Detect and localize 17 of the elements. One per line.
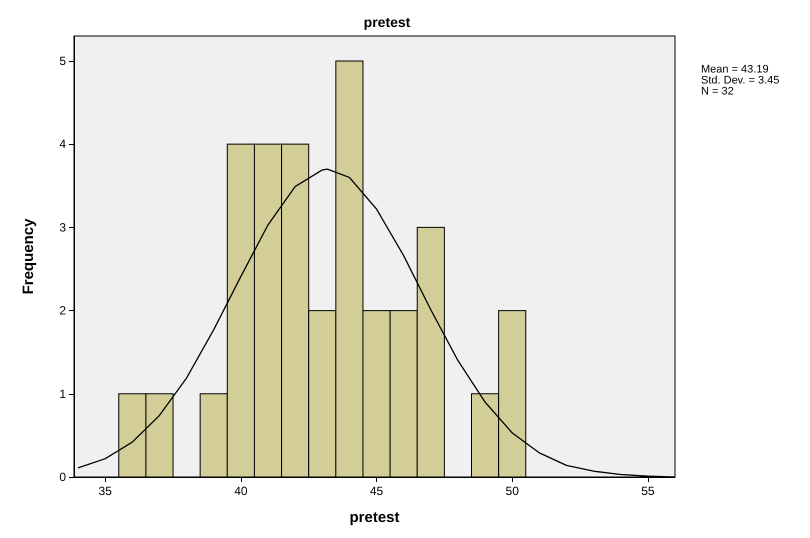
y-tick-label: 1 xyxy=(59,386,66,401)
x-tick-label: 35 xyxy=(98,484,112,498)
x-tick-label: 40 xyxy=(234,484,248,498)
y-tick-label: 2 xyxy=(59,304,66,318)
x-tick-label: 50 xyxy=(506,484,520,498)
text: Std. Dev. = 3.45 xyxy=(701,74,780,86)
y-axis-title: Frequency xyxy=(20,218,37,294)
x-tick-label: 55 xyxy=(641,484,655,498)
text: Mean = 43.19 xyxy=(701,64,769,76)
y-tick-label: 5 xyxy=(59,54,66,68)
y-tick-label: 3 xyxy=(59,220,66,234)
x-axis-title: pretest xyxy=(349,509,400,526)
x-tick-label: 45 xyxy=(370,484,384,498)
y-tick-label: 4 xyxy=(59,137,66,152)
y-tick-label: 0 xyxy=(59,470,66,484)
text: N = 32 xyxy=(701,86,734,98)
chart-title: pretest xyxy=(364,14,411,30)
